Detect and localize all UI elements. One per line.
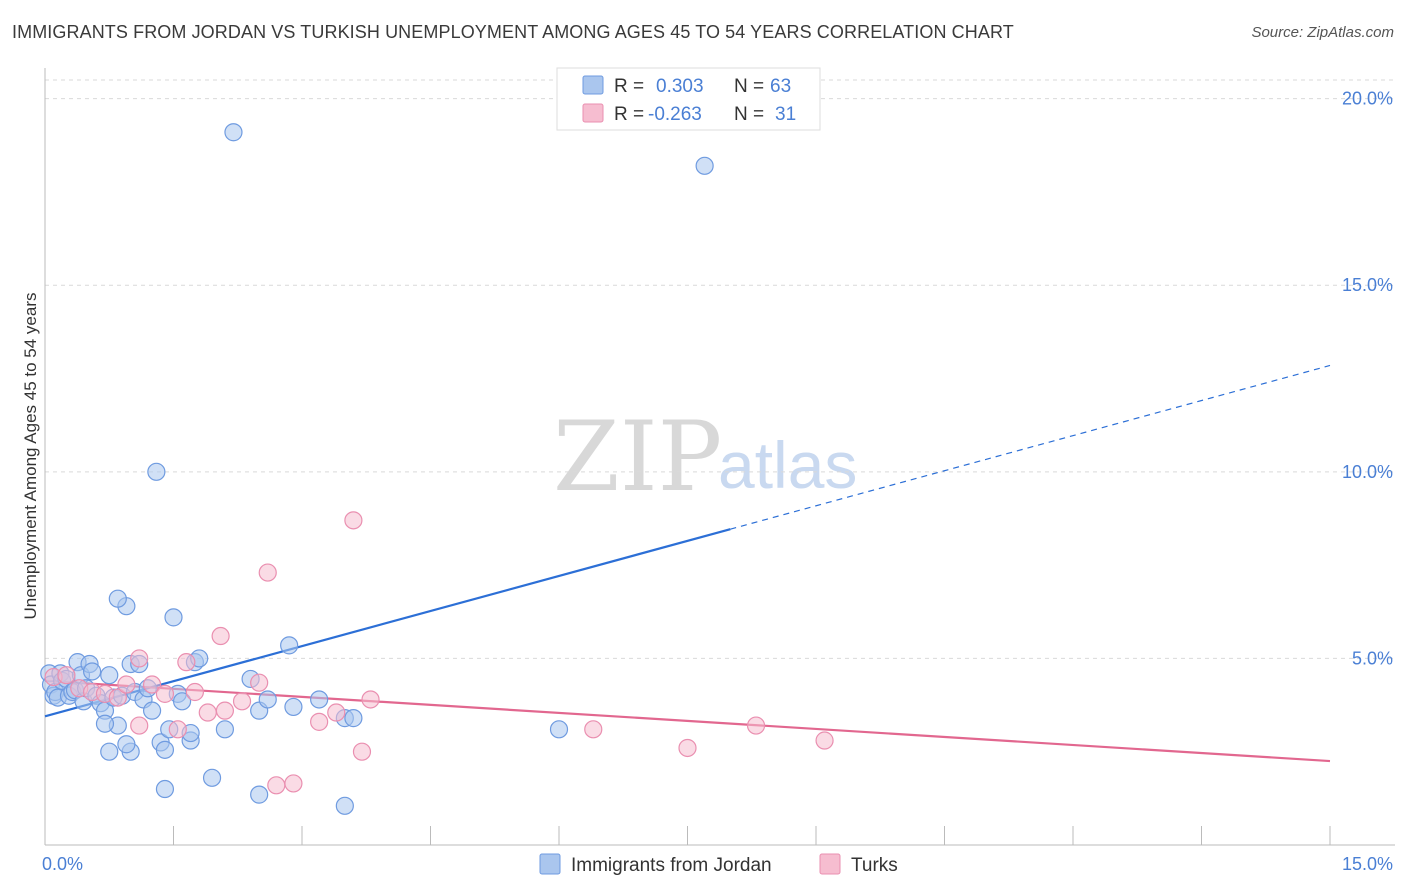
point-jordan: [344, 709, 363, 728]
legend-n-value-jordan: 63: [770, 76, 791, 97]
y-tick-label: 10.0%: [1342, 462, 1393, 482]
legend-n-label-jordan: N =: [734, 76, 764, 97]
point-jordan: [155, 740, 175, 759]
legend-r-value-turks: -0.263: [648, 104, 702, 125]
y-axis-title: Unemployment Among Ages 45 to 54 years: [21, 293, 40, 620]
point-jordan: [335, 796, 354, 815]
point-jordan: [83, 662, 102, 681]
point-turks: [198, 703, 217, 722]
point-jordan: [172, 692, 192, 711]
point-jordan: [117, 735, 136, 754]
point-turks: [168, 720, 187, 739]
point-turks: [142, 675, 162, 694]
point-jordan: [280, 636, 299, 655]
point-turks: [815, 731, 834, 750]
point-jordan: [202, 768, 222, 787]
legend-n-label-turks: N =: [734, 104, 764, 125]
point-turks: [310, 712, 329, 731]
bottom-legend-label-turks: Turks: [851, 855, 898, 876]
trendline-jordan-extrapolated: [730, 364, 1331, 530]
point-jordan: [215, 720, 234, 739]
point-turks: [177, 653, 196, 672]
point-turks: [185, 682, 205, 702]
axes: 5.0% 10.0% 15.0% 20.0% 0.0% 15.0%: [42, 68, 1395, 874]
x-tick-label: 0.0%: [42, 854, 83, 874]
legend-swatch-jordan: [582, 75, 604, 95]
point-jordan: [142, 701, 162, 720]
point-jordan: [95, 714, 115, 733]
point-turks: [232, 692, 252, 711]
point-turks: [267, 776, 286, 795]
point-turks: [130, 649, 149, 668]
point-jordan: [549, 720, 569, 739]
point-turks: [117, 675, 136, 694]
chart-source: Source: ZipAtlas.com: [1251, 24, 1394, 41]
point-turks: [327, 703, 346, 722]
point-jordan: [164, 608, 183, 627]
point-turks: [108, 688, 127, 707]
point-turks: [130, 716, 149, 735]
point-jordan: [100, 666, 119, 685]
point-jordan: [695, 156, 714, 175]
grid-lines: [45, 79, 1395, 659]
point-jordan: [258, 690, 277, 709]
point-turks: [678, 738, 697, 758]
point-jordan: [310, 690, 329, 709]
point-jordan: [224, 123, 243, 142]
watermark-zip: ZIP: [553, 401, 722, 513]
bottom-legend-swatch-turks: [819, 853, 841, 875]
series-legend: Immigrants from Jordan Turks: [539, 853, 898, 876]
point-turks: [746, 716, 766, 735]
point-turks: [258, 563, 277, 582]
legend-swatch-turks: [582, 103, 604, 123]
point-turks: [352, 742, 372, 761]
legend-r-label-jordan: R =: [614, 76, 644, 97]
bottom-legend-swatch-jordan: [539, 853, 561, 875]
point-jordan: [108, 589, 127, 608]
legend-r-value-jordan: 0.303: [656, 76, 704, 97]
point-turks: [215, 701, 234, 720]
point-turks: [344, 511, 363, 530]
chart-title: IMMIGRANTS FROM JORDAN VS TURKISH UNEMPL…: [12, 22, 1014, 42]
point-jordan: [250, 785, 269, 804]
point-turks: [361, 690, 380, 709]
trendline-turks: [44, 679, 1331, 763]
watermark-atlas: atlas: [718, 428, 857, 502]
y-tick-label: 5.0%: [1352, 648, 1393, 668]
legend-n-value-turks: 31: [775, 104, 796, 125]
legend-r-label-turks: R =: [614, 104, 644, 125]
point-turks: [57, 666, 76, 685]
point-turks: [284, 774, 303, 793]
point-turks: [155, 684, 175, 703]
data-points: [40, 123, 834, 815]
y-tick-label: 20.0%: [1342, 89, 1393, 109]
y-tick-label: 15.0%: [1342, 275, 1393, 295]
point-jordan: [147, 462, 166, 481]
point-jordan: [155, 779, 175, 799]
correlation-legend: R = 0.303 N = 63 R = -0.263 N = 31: [556, 67, 821, 131]
point-turks: [584, 720, 603, 739]
point-turks: [211, 626, 230, 646]
point-jordan: [100, 742, 119, 761]
bottom-legend-label-jordan: Immigrants from Jordan: [571, 855, 772, 876]
point-turks: [250, 673, 269, 692]
x-tick-label: 15.0%: [1342, 854, 1393, 874]
point-jordan: [284, 697, 303, 717]
